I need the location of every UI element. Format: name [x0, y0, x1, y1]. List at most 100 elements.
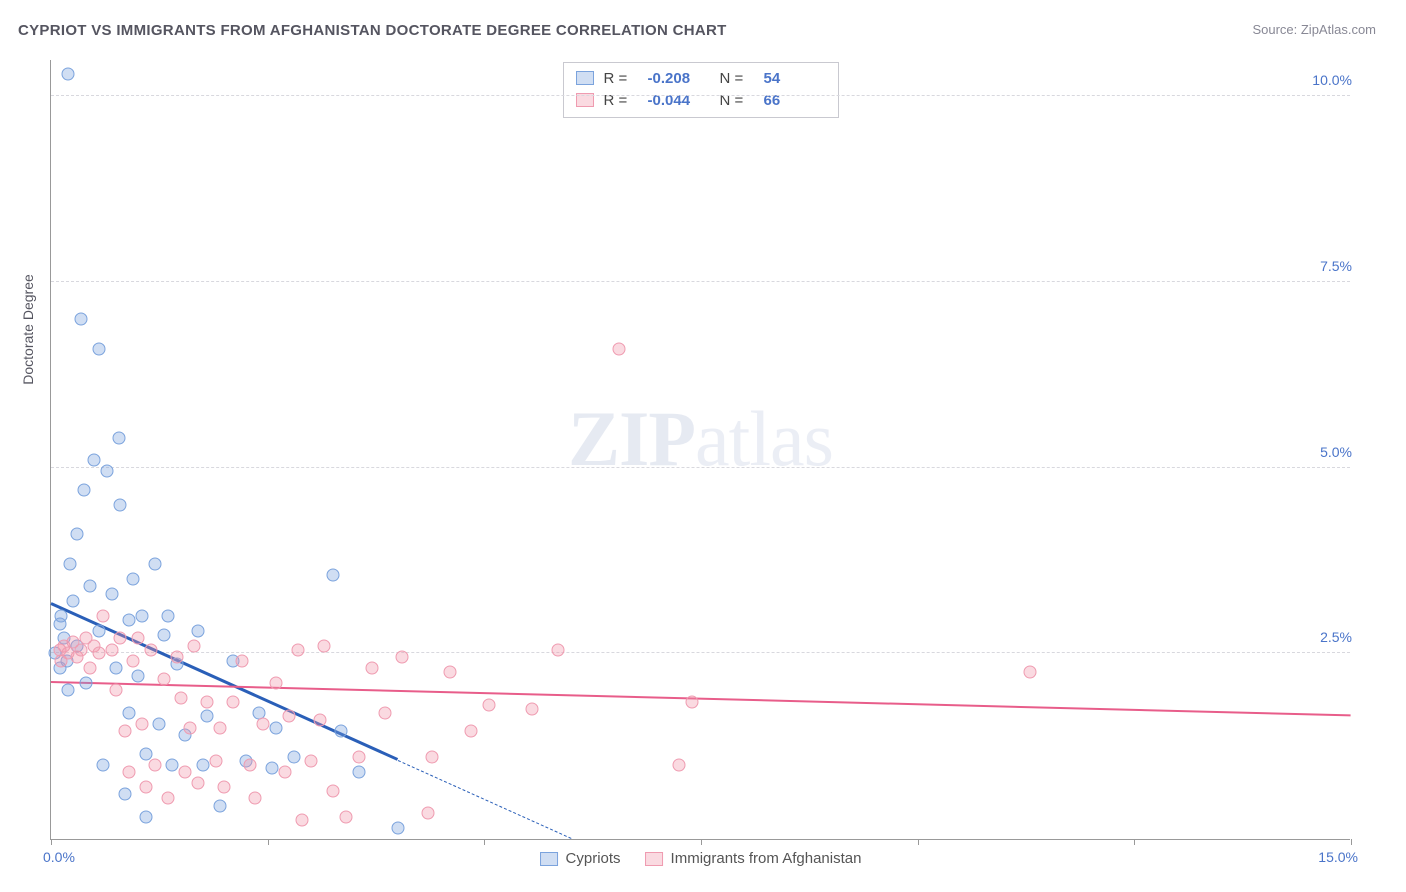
data-point	[114, 498, 127, 511]
legend-n-value: 54	[764, 70, 826, 87]
legend-label: Immigrants from Afghanistan	[671, 850, 862, 867]
legend-r-label: R =	[604, 70, 638, 87]
data-point	[123, 613, 136, 626]
data-point	[365, 662, 378, 675]
legend-swatch	[576, 71, 594, 85]
data-point	[244, 758, 257, 771]
x-min-label: 0.0%	[43, 849, 75, 865]
legend-r-label: R =	[604, 92, 638, 109]
data-point	[92, 342, 105, 355]
data-point	[127, 573, 140, 586]
y-tick-label: 10.0%	[1312, 72, 1352, 88]
data-point	[443, 665, 456, 678]
data-point	[114, 632, 127, 645]
data-point	[110, 662, 123, 675]
x-tick	[701, 839, 702, 845]
data-point	[77, 483, 90, 496]
data-point	[335, 725, 348, 738]
data-point	[64, 558, 77, 571]
data-point	[248, 792, 261, 805]
data-point	[170, 651, 183, 664]
data-point	[1024, 665, 1037, 678]
x-tick	[1351, 839, 1352, 845]
data-point	[192, 777, 205, 790]
x-max-label: 15.0%	[1318, 849, 1358, 865]
y-tick-label: 7.5%	[1320, 258, 1352, 274]
data-point	[296, 814, 309, 827]
scatter-plot: ZIPatlas R =-0.208N =54R =-0.044N =66 Cy…	[50, 60, 1350, 840]
data-point	[218, 781, 231, 794]
data-point	[127, 654, 140, 667]
data-point	[482, 699, 495, 712]
data-point	[378, 706, 391, 719]
gridline	[51, 652, 1350, 653]
gridline	[51, 95, 1350, 96]
data-point	[175, 691, 188, 704]
data-point	[196, 758, 209, 771]
data-point	[201, 710, 214, 723]
data-point	[131, 632, 144, 645]
data-point	[118, 788, 131, 801]
data-point	[123, 766, 136, 779]
data-point	[192, 625, 205, 638]
data-point	[552, 643, 565, 656]
data-point	[62, 684, 75, 697]
data-point	[101, 465, 114, 478]
data-point	[118, 725, 131, 738]
data-point	[188, 639, 201, 652]
data-point	[396, 651, 409, 664]
data-point	[97, 610, 110, 623]
data-point	[214, 799, 227, 812]
legend-r-value: -0.044	[648, 92, 710, 109]
x-tick	[1134, 839, 1135, 845]
data-point	[144, 643, 157, 656]
gridline	[51, 467, 1350, 468]
data-point	[270, 721, 283, 734]
data-point	[201, 695, 214, 708]
data-point	[136, 610, 149, 623]
data-point	[92, 625, 105, 638]
x-tick	[484, 839, 485, 845]
legend-row: R =-0.208N =54	[576, 67, 826, 89]
data-point	[292, 643, 305, 656]
data-point	[162, 792, 175, 805]
data-point	[339, 810, 352, 823]
y-tick-label: 2.5%	[1320, 629, 1352, 645]
data-point	[352, 766, 365, 779]
data-point	[426, 751, 439, 764]
data-point	[140, 810, 153, 823]
data-point	[287, 751, 300, 764]
data-point	[88, 454, 101, 467]
legend-swatch	[645, 852, 663, 866]
x-tick	[51, 839, 52, 845]
data-point	[136, 717, 149, 730]
data-point	[153, 717, 166, 730]
legend-r-value: -0.208	[648, 70, 710, 87]
gridline	[51, 281, 1350, 282]
legend-n-label: N =	[720, 92, 754, 109]
data-point	[105, 587, 118, 600]
data-point	[612, 342, 625, 355]
legend-n-value: 66	[764, 92, 826, 109]
data-point	[92, 647, 105, 660]
data-point	[235, 654, 248, 667]
data-point	[149, 758, 162, 771]
x-tick	[918, 839, 919, 845]
data-point	[214, 721, 227, 734]
data-point	[140, 781, 153, 794]
data-point	[270, 677, 283, 690]
data-point	[422, 807, 435, 820]
data-point	[279, 766, 292, 779]
data-point	[75, 313, 88, 326]
y-tick-label: 5.0%	[1320, 444, 1352, 460]
data-point	[112, 431, 125, 444]
data-point	[526, 703, 539, 716]
data-point	[326, 784, 339, 797]
data-point	[209, 755, 222, 768]
x-tick	[268, 839, 269, 845]
data-point	[62, 67, 75, 80]
data-point	[79, 677, 92, 690]
data-point	[123, 706, 136, 719]
source-attribution: Source: ZipAtlas.com	[1252, 22, 1376, 37]
data-point	[179, 766, 192, 779]
